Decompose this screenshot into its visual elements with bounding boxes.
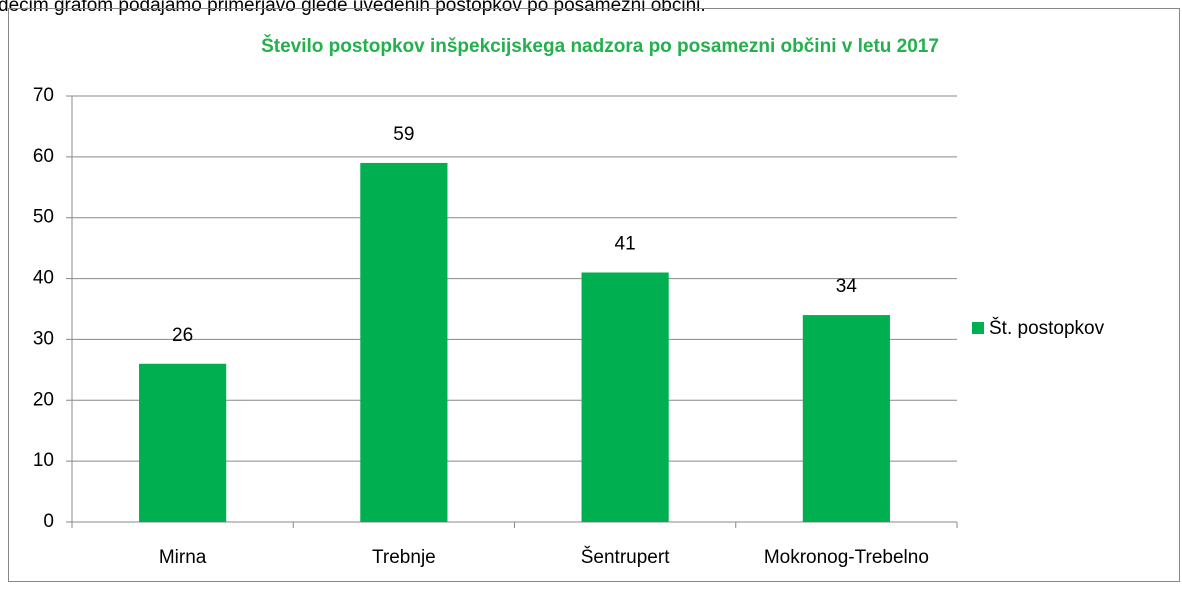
bar: [581, 272, 669, 522]
x-tick-label: Mokronog-Trebelno: [764, 547, 929, 568]
data-label: 41: [615, 234, 636, 255]
x-tick-label: Šentrupert: [581, 546, 670, 568]
y-tick-label: 40: [33, 268, 54, 289]
data-label: 59: [393, 124, 414, 145]
y-tick-label: 70: [33, 85, 54, 106]
chart-title: Število postopkov inšpekcijskega nadzora…: [261, 35, 939, 57]
legend-label: Št. postopkov: [989, 317, 1105, 339]
bar: [139, 363, 227, 522]
y-tick-label: 30: [33, 328, 54, 349]
y-tick-label: 10: [33, 450, 54, 471]
x-tick-label: Mirna: [159, 547, 207, 568]
x-tick-label: Trebnje: [372, 547, 436, 568]
y-tick-label: 60: [33, 146, 54, 167]
y-tick-label: 50: [33, 207, 54, 228]
data-label: 26: [172, 325, 193, 346]
bar: [360, 162, 448, 522]
chart-frame: [8, 8, 1180, 582]
data-label: 34: [836, 276, 858, 297]
bar: [802, 315, 890, 522]
legend-swatch: [972, 322, 984, 334]
y-tick-label: 20: [33, 389, 54, 410]
y-tick-label: 0: [43, 511, 54, 532]
